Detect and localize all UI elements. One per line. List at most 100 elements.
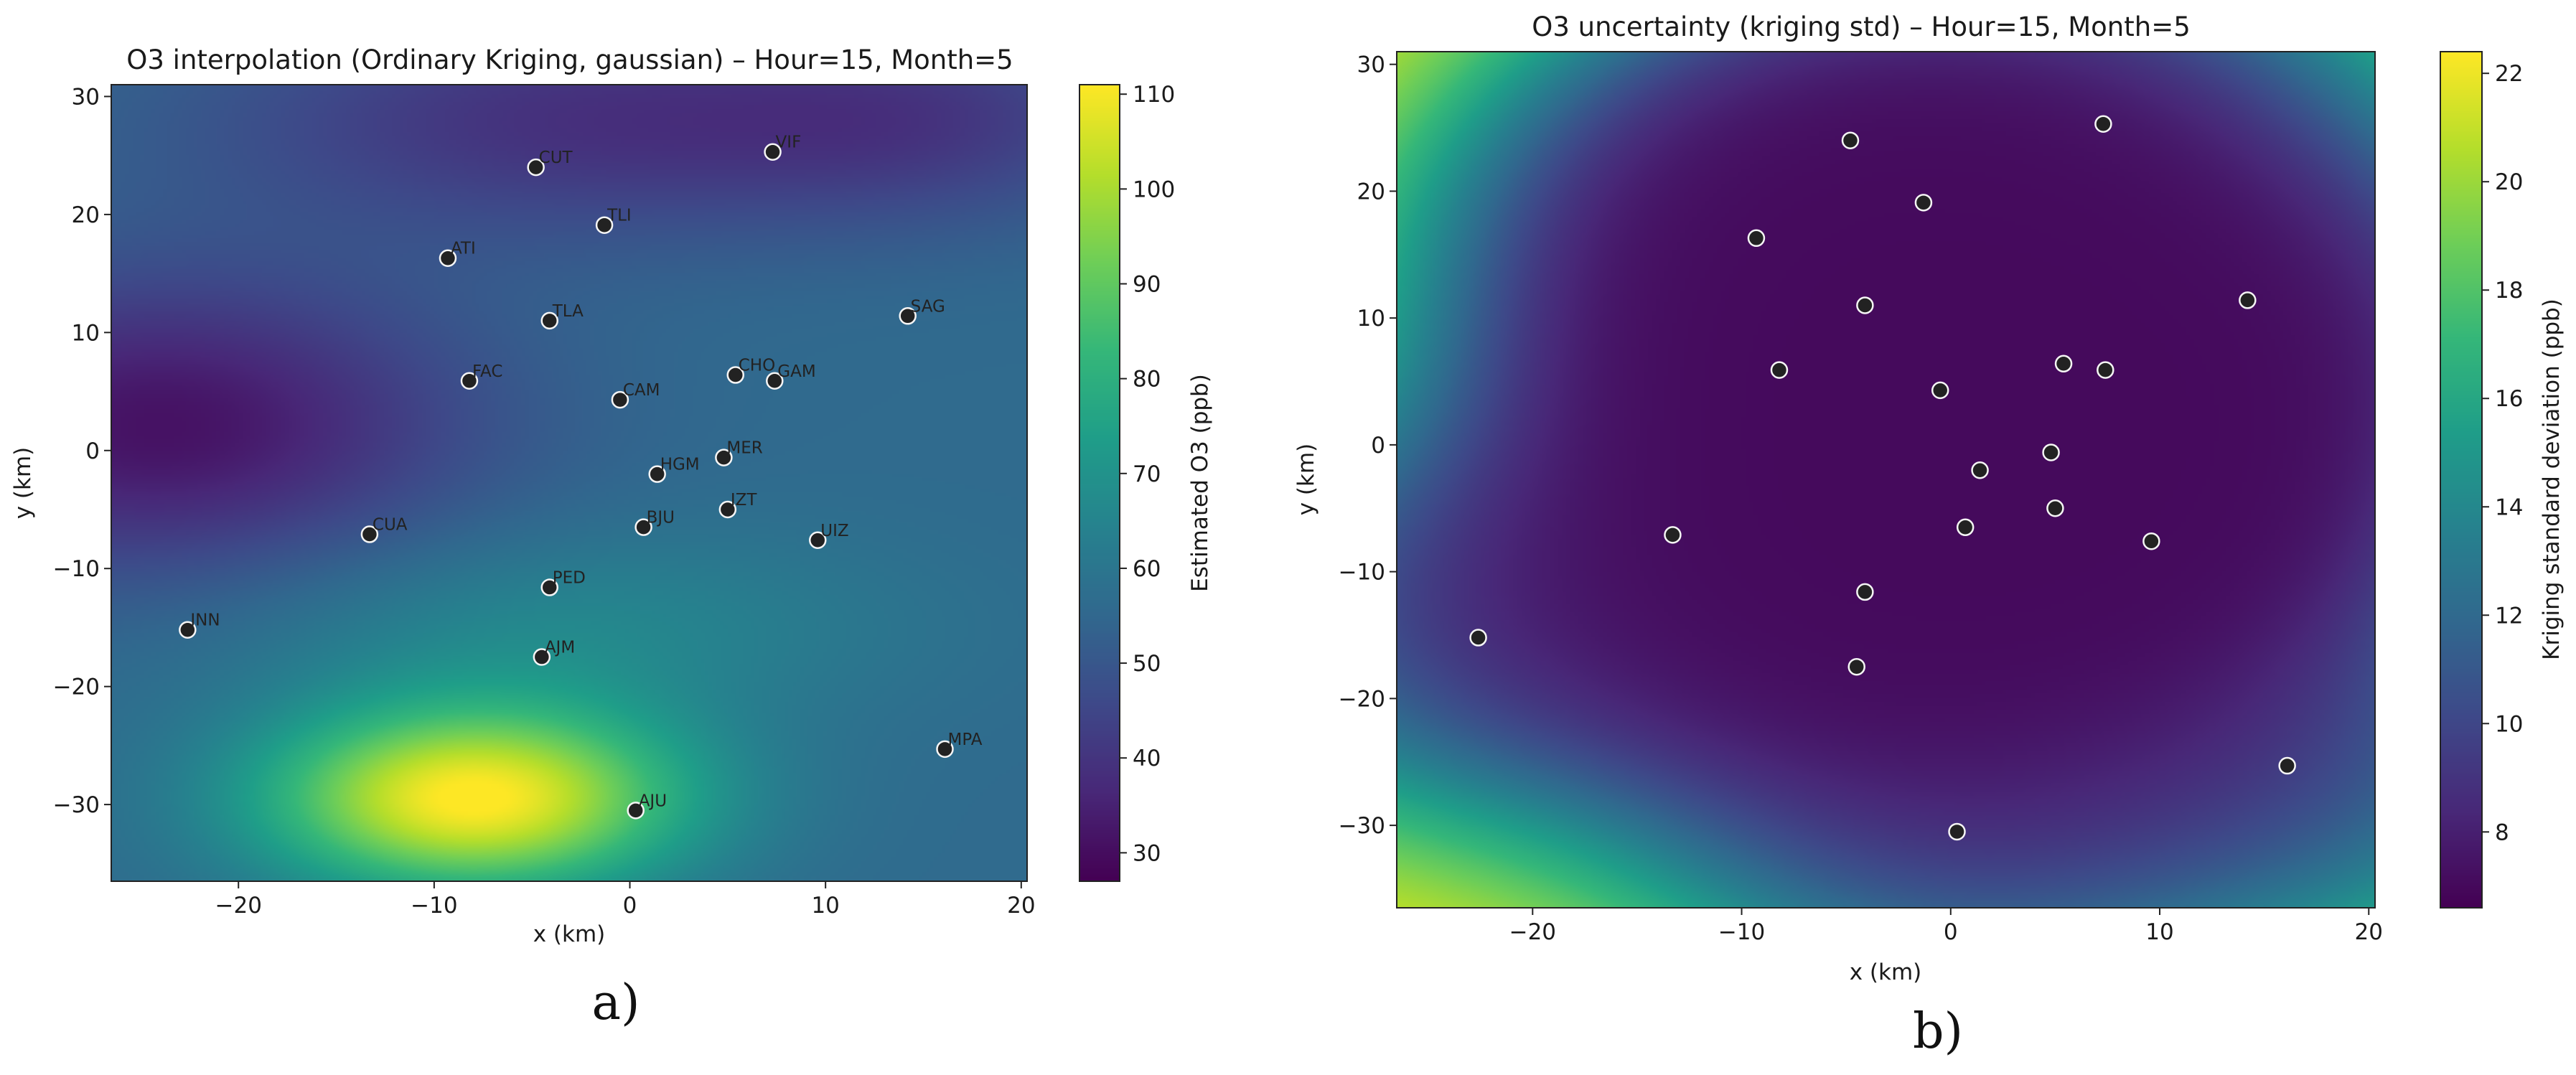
station-label: SAG: [911, 297, 945, 316]
colorbar-label-a: Estimated O3 (ppb): [1187, 374, 1213, 592]
station-marker-a: [611, 390, 629, 409]
x-axis-label-b: x (km): [1850, 959, 1922, 985]
y-ticks-a: −30 −20 −10 0 10 20 30: [53, 84, 111, 818]
station-marker-a: [360, 525, 379, 543]
x-axis-label-a: x (km): [533, 921, 606, 947]
station-marker-a: [726, 366, 745, 384]
station-marker-a: [809, 531, 827, 550]
station-label: IZT: [731, 491, 758, 510]
x-tick-label: −20: [215, 893, 262, 919]
station-marker-a: [715, 449, 733, 466]
station-marker-a: [527, 158, 545, 177]
station-marker-a: [595, 216, 614, 234]
station-label: VIF: [776, 133, 802, 152]
station-label: CAM: [623, 381, 660, 400]
colorbar-tick-label: 22: [2495, 61, 2523, 87]
colorbar-tick-label: 30: [1133, 840, 1161, 866]
station-marker-a: [627, 802, 645, 820]
x-tick-label: 20: [1007, 893, 1035, 919]
station-label: BJU: [647, 509, 675, 527]
station-marker-a: [718, 500, 737, 519]
station-label: GAM: [777, 362, 815, 381]
station-marker-b: [1747, 229, 1766, 248]
y-axis-label-a: y (km): [10, 447, 36, 520]
station-marker-a: [540, 578, 558, 596]
colorbar-tick-label: 8: [2495, 820, 2509, 845]
y-tick-label: −30: [53, 792, 100, 818]
colorbar-tick-label: 18: [2495, 278, 2523, 304]
y-tick-label: −30: [1339, 813, 1385, 839]
colorbar-tick-label: 40: [1133, 746, 1161, 771]
station-marker-b: [2278, 756, 2296, 775]
colorbar-b: [2440, 52, 2482, 908]
station-label: CUT: [539, 149, 573, 167]
x-tick-label: 0: [1944, 919, 1958, 945]
panel-b: O3 uncertainty (kriging std) – Hour=15, …: [1293, 11, 2565, 1060]
colorbar-ticks-b: 8 10 12 14 16 18 20 22: [2482, 61, 2523, 845]
station-label: ATI: [451, 240, 476, 258]
colorbar-tick-label: 16: [2495, 386, 2523, 412]
plot-frame-b: [1396, 51, 2376, 909]
station-marker-b: [1841, 131, 1860, 149]
station-label: UIZ: [820, 522, 848, 540]
stations-b: [1469, 115, 2296, 841]
station-marker-a: [540, 311, 558, 330]
x-tick-label: 10: [811, 893, 839, 919]
station-marker-b: [1956, 518, 1975, 537]
heatmap-b: [1397, 52, 2375, 908]
colorbar-tick-label: 100: [1133, 177, 1175, 202]
x-tick-label: 10: [2145, 919, 2173, 945]
station-label: INN: [190, 611, 220, 630]
colorbar-a: [1079, 85, 1120, 881]
station-marker-a: [766, 372, 784, 390]
chart-title-b: O3 uncertainty (kriging std) – Hour=15, …: [1532, 11, 2191, 42]
colorbar-tick-label: 10: [2495, 711, 2523, 737]
colorbar-tick-label: 80: [1133, 367, 1161, 393]
y-tick-label: 20: [72, 202, 100, 228]
x-tick-label: −20: [1509, 919, 1556, 945]
station-marker-a: [460, 372, 479, 390]
station-marker-a: [764, 143, 782, 161]
colorbar-tick-label: 50: [1133, 651, 1161, 677]
station-label: MPA: [947, 731, 982, 749]
colorbar-tick-label: 14: [2495, 494, 2523, 520]
colorbar-ticks-a: 30 40 50 60 70 80 90 100 110: [1120, 82, 1175, 866]
y-tick-label: 0: [85, 438, 100, 464]
station-label: TLI: [606, 207, 632, 225]
station-marker-b: [1948, 822, 1966, 841]
station-marker-b: [2097, 361, 2114, 379]
stations-a: CUT VIF TLI ATI SAG TLA FAC CAM CHO GAM MER HGM IZT B…: [179, 133, 983, 820]
y-tick-label: 0: [1371, 433, 1385, 459]
station-marker-a: [533, 648, 551, 666]
colorbar-frame-a: [1079, 84, 1120, 882]
colorbar-tick-label: 12: [2495, 603, 2523, 629]
station-marker-b: [1931, 381, 1949, 400]
y-tick-label: −20: [1339, 686, 1385, 712]
station-marker-a: [439, 249, 457, 267]
station-label: AJM: [545, 639, 575, 657]
station-marker-b: [1856, 583, 1874, 601]
station-label: TLA: [552, 302, 584, 321]
station-label: CHO: [739, 357, 775, 375]
station-marker-b: [2042, 443, 2060, 461]
y-tick-label: −20: [53, 675, 100, 700]
station-marker-a: [648, 465, 666, 483]
y-tick-label: 30: [72, 84, 100, 110]
station-marker-b: [1664, 526, 1682, 544]
colorbar-tick-label: 90: [1133, 272, 1161, 298]
station-marker-a: [936, 740, 954, 759]
station-marker-b: [2046, 499, 2064, 517]
y-axis-label-b: y (km): [1293, 443, 1319, 516]
y-tick-label: −10: [53, 556, 100, 582]
panel-a: O3 interpolation (Ordinary Kriging, gaus…: [10, 44, 1213, 1031]
station-marker-b: [2054, 355, 2073, 373]
x-tick-label: −10: [411, 893, 457, 919]
y-tick-label: 30: [1357, 52, 1385, 78]
heatmap-a: [111, 85, 1027, 881]
colorbar-tick-label: 60: [1133, 556, 1161, 582]
station-marker-b: [2094, 115, 2112, 133]
station-marker-a: [179, 621, 197, 639]
y-ticks-b: −30 −20 −10 0 10 20 30: [1339, 52, 1397, 839]
panel-label-a: a): [591, 975, 640, 1031]
